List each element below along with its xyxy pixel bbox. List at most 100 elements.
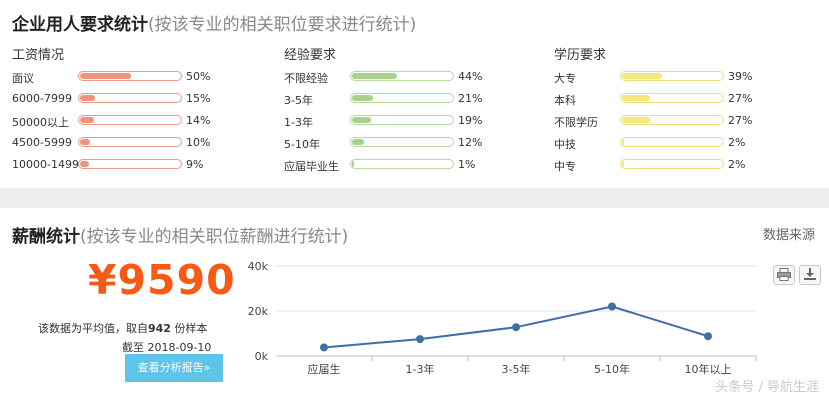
- salary-row-label: 面议: [12, 72, 34, 85]
- salary-row-percent: 9%: [186, 158, 204, 171]
- data-point: [416, 335, 424, 344]
- experience-row-percent: 19%: [458, 114, 483, 127]
- experience-row-label: 3-5年: [284, 94, 313, 107]
- download-button[interactable]: [799, 265, 821, 285]
- salary-stats-section: 薪酬统计(按该专业的相关职位薪酬进行统计) 数据来源 ¥9590 该数据为平均值…: [0, 208, 829, 401]
- experience-progress-fill: [352, 139, 365, 145]
- x-tick-label: 10年以上: [685, 362, 732, 376]
- education-row-percent: 2%: [728, 158, 746, 171]
- salary-row: 4500-5999 10%: [12, 132, 262, 154]
- salary-row: 6000-7999 15%: [12, 88, 262, 110]
- experience-row-label: 不限经验: [284, 72, 328, 85]
- experience-row: 1-3年 19%: [284, 110, 534, 132]
- download-icon: [804, 268, 816, 280]
- experience-column: 经验要求 不限经验 44% 3-5年 21% 1-3年 19% 5-10年 12% 应届毕业生 1…: [284, 44, 534, 176]
- education-row: 本科 27%: [554, 88, 804, 110]
- y-tick-label: 40k: [248, 260, 269, 273]
- sample-note-prefix: 该数据为平均值，取自: [38, 322, 148, 335]
- experience-row-label: 5-10年: [284, 138, 320, 151]
- data-point: [512, 323, 520, 332]
- education-progress-bar: [620, 159, 724, 169]
- experience-heading: 经验要求: [284, 48, 337, 63]
- cutoff-date: 截至 2018-09-10: [122, 341, 212, 354]
- salary-row-percent: 50%: [186, 70, 211, 83]
- salary-line-chart: 0k 20k 40k 应届生 1-3年 3-5年 5-10年 10年以上: [248, 260, 757, 376]
- salary-row: 10000-14999 9%: [12, 154, 262, 176]
- data-point: [320, 343, 328, 352]
- experience-row-label: 1-3年: [284, 116, 313, 129]
- salary-progress-bar: [78, 159, 182, 169]
- experience-progress-bar: [350, 137, 454, 147]
- y-tick-label: 20k: [248, 305, 269, 318]
- salary-progress-bar: [78, 115, 182, 125]
- salary-heading: 工资情况: [12, 48, 65, 63]
- view-report-button[interactable]: 查看分析报告»: [125, 354, 223, 382]
- education-progress-bar: [620, 71, 724, 81]
- education-progress-fill: [622, 139, 625, 145]
- data-point: [704, 332, 712, 341]
- salary-progress-bar: [78, 71, 182, 81]
- experience-row-percent: 21%: [458, 92, 483, 105]
- salary-column: 工资情况 面议 50% 6000-7999 15% 50000以上 14% 4500-599…: [12, 44, 262, 176]
- education-row-percent: 27%: [728, 92, 753, 105]
- education-progress-fill: [622, 95, 650, 101]
- salary-row-label: 10000-14999: [12, 158, 86, 171]
- print-button[interactable]: [773, 265, 795, 285]
- experience-progress-bar: [350, 93, 454, 103]
- education-row: 中技 2%: [554, 132, 804, 154]
- education-row-label: 中技: [554, 138, 576, 151]
- education-row: 大专 39%: [554, 66, 804, 88]
- education-progress-fill: [622, 117, 650, 123]
- requirements-title: 企业用人要求统计: [12, 15, 148, 35]
- experience-row: 3-5年 21%: [284, 88, 534, 110]
- education-row-percent: 39%: [728, 70, 753, 83]
- education-row-percent: 27%: [728, 114, 753, 127]
- education-row-label: 本科: [554, 94, 576, 107]
- education-row: 不限学历 27%: [554, 110, 804, 132]
- experience-progress-bar: [350, 71, 454, 81]
- salary-row-label: 4500-5999: [12, 136, 72, 149]
- salary-progress-fill: [80, 117, 95, 123]
- data-source-link[interactable]: 数据来源: [762, 228, 815, 243]
- salary-stats-title: 薪酬统计: [12, 227, 80, 247]
- experience-progress-fill: [352, 161, 355, 167]
- salary-stats-header: 薪酬统计(按该专业的相关职位薪酬进行统计): [12, 222, 348, 247]
- education-progress-bar: [620, 115, 724, 125]
- average-salary: ¥9590: [88, 256, 236, 304]
- experience-progress-bar: [350, 159, 454, 169]
- education-progress-fill: [622, 161, 625, 167]
- experience-row-percent: 1%: [458, 158, 476, 171]
- requirements-header: 企业用人要求统计(按该专业的相关职位要求进行统计): [12, 10, 416, 35]
- experience-progress-fill: [352, 117, 372, 123]
- y-tick-label: 0k: [255, 350, 269, 363]
- salary-progress-fill: [80, 139, 91, 145]
- sample-note: 该数据为平均值，取自942 份样本: [38, 320, 207, 336]
- experience-row: 应届毕业生 1%: [284, 154, 534, 176]
- sample-note-suffix: 份样本: [174, 322, 208, 335]
- education-progress-fill: [622, 73, 662, 79]
- experience-progress-fill: [352, 95, 374, 101]
- education-row-label: 大专: [554, 72, 576, 85]
- education-row-percent: 2%: [728, 136, 746, 149]
- x-tick-label: 5-10年: [594, 362, 630, 376]
- experience-row-percent: 44%: [458, 70, 483, 83]
- education-row: 中专 2%: [554, 154, 804, 176]
- salary-row-label: 6000-7999: [12, 92, 72, 105]
- education-row-label: 不限学历: [554, 116, 598, 129]
- experience-row: 不限经验 44%: [284, 66, 534, 88]
- education-progress-bar: [620, 93, 724, 103]
- salary-row: 50000以上 14%: [12, 110, 262, 132]
- salary-progress-fill: [80, 95, 96, 101]
- sample-count: 942: [148, 322, 171, 335]
- education-column: 学历要求 大专 39% 本科 27% 不限学历 27% 中技 2% 中专 2%: [554, 44, 804, 176]
- salary-progress-bar: [78, 137, 182, 147]
- experience-row: 5-10年 12%: [284, 132, 534, 154]
- x-tick-label: 应届生: [308, 362, 341, 376]
- x-tick-label: 3-5年: [502, 362, 531, 376]
- salary-progress-bar: [78, 93, 182, 103]
- salary-progress-fill: [80, 73, 131, 79]
- education-progress-bar: [620, 137, 724, 147]
- x-tick-label: 1-3年: [406, 362, 435, 376]
- salary-row-label: 50000以上: [12, 116, 69, 129]
- salary-row-percent: 14%: [186, 114, 211, 127]
